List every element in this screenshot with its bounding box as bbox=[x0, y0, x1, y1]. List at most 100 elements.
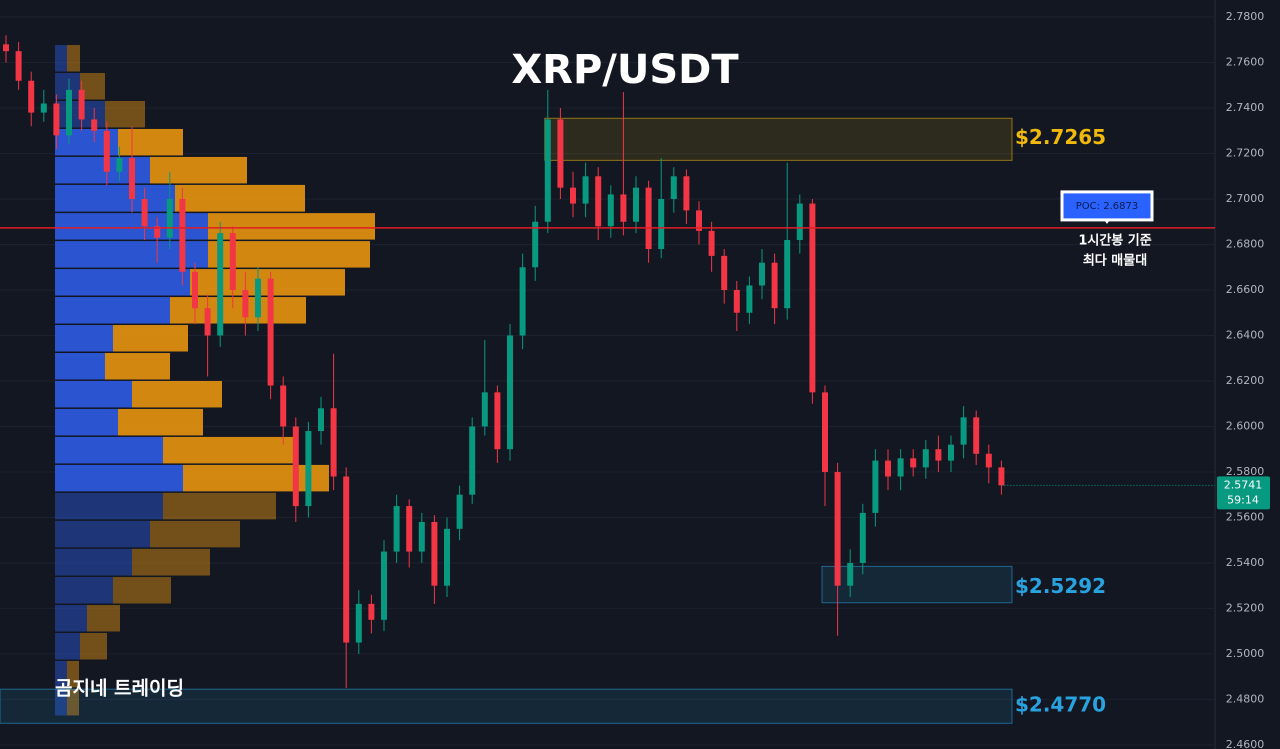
y-tick-label: 2.6600 bbox=[1226, 283, 1265, 296]
candle-body bbox=[519, 267, 526, 336]
candle-body bbox=[318, 408, 324, 432]
candle-body bbox=[721, 255, 728, 291]
poc-note: 1시간봉 기준 bbox=[1078, 232, 1151, 248]
profile-buy-bar bbox=[55, 464, 183, 492]
candle-body bbox=[897, 458, 904, 477]
profile-sell-bar bbox=[118, 128, 183, 156]
candle-body bbox=[355, 603, 362, 643]
candle-body bbox=[784, 239, 791, 309]
candle-body bbox=[822, 392, 828, 472]
profile-buy-bar bbox=[55, 269, 190, 296]
profile-sell-bar bbox=[67, 660, 79, 688]
profile-sell-bar bbox=[150, 156, 247, 184]
candle-body bbox=[154, 226, 161, 238]
y-tick-label: 2.7000 bbox=[1226, 192, 1265, 205]
profile-sell-bar bbox=[113, 325, 188, 352]
zone-box bbox=[821, 565, 1013, 604]
candle-body bbox=[381, 551, 387, 620]
y-tick-label: 2.5000 bbox=[1226, 647, 1265, 660]
candle-body bbox=[645, 187, 652, 250]
candle-body bbox=[103, 130, 110, 172]
candle-body bbox=[582, 176, 589, 204]
chart-title: XRP/USDT bbox=[511, 47, 739, 93]
profile-buy-bar bbox=[55, 380, 132, 408]
y-tick-label: 2.7600 bbox=[1226, 56, 1265, 69]
profile-buy-bar bbox=[55, 408, 118, 436]
candle-body bbox=[948, 444, 954, 461]
candle-body bbox=[633, 187, 639, 222]
candle-body bbox=[910, 458, 917, 468]
candle-body bbox=[796, 203, 803, 240]
candle-body bbox=[305, 431, 312, 507]
y-tick-label: 2.7400 bbox=[1226, 101, 1265, 114]
profile-buy-bar bbox=[55, 632, 80, 660]
candle-body bbox=[973, 417, 980, 454]
poc-note: 최다 매물대 bbox=[1083, 252, 1147, 268]
candle-body bbox=[607, 194, 614, 227]
candle-body bbox=[771, 262, 778, 309]
profile-buy-bar bbox=[55, 577, 113, 604]
candle-body bbox=[834, 471, 841, 586]
candle-body bbox=[658, 199, 665, 250]
profile-sell-bar bbox=[163, 492, 276, 520]
last-price-tag bbox=[1217, 476, 1270, 510]
candle-body bbox=[494, 392, 501, 450]
candle-body bbox=[229, 233, 236, 291]
candle-body bbox=[532, 221, 539, 268]
candle-body bbox=[217, 233, 224, 336]
candle-body bbox=[708, 230, 715, 256]
candle-body bbox=[998, 467, 1005, 486]
candle-body bbox=[670, 176, 677, 200]
profile-buy-bar bbox=[55, 45, 67, 72]
candle-body bbox=[444, 528, 450, 586]
profile-buy-bar bbox=[55, 325, 113, 352]
profile-sell-bar bbox=[183, 464, 329, 492]
profile-sell-bar bbox=[105, 100, 145, 128]
candle-body bbox=[91, 119, 98, 131]
candle-body bbox=[935, 449, 942, 461]
candle-body bbox=[570, 187, 576, 204]
profile-buy-bar bbox=[55, 660, 67, 688]
candle-body bbox=[595, 176, 602, 227]
y-tick-label: 2.5200 bbox=[1226, 601, 1265, 614]
profile-sell-bar bbox=[118, 408, 203, 436]
profile-sell-bar bbox=[190, 269, 345, 296]
y-tick-label: 2.5800 bbox=[1226, 465, 1265, 478]
candle-body bbox=[544, 119, 551, 222]
candle-body bbox=[557, 119, 564, 188]
y-tick-label: 2.7800 bbox=[1226, 10, 1265, 23]
candle-body bbox=[129, 158, 135, 200]
profile-buy-bar bbox=[55, 297, 170, 324]
y-tick-label: 2.6200 bbox=[1226, 374, 1265, 387]
candle-body bbox=[847, 562, 854, 586]
candle-body bbox=[406, 506, 413, 552]
candle-body bbox=[872, 460, 879, 513]
profile-buy-bar bbox=[55, 436, 163, 464]
zone-box bbox=[0, 688, 1013, 724]
candle-body bbox=[456, 494, 463, 529]
candle-body bbox=[40, 103, 47, 113]
profile-buy-bar bbox=[55, 184, 175, 212]
candle-body bbox=[746, 285, 753, 313]
poc-pointer bbox=[1104, 219, 1110, 224]
profile-sell-bar bbox=[163, 436, 296, 464]
watermark: 곰지네 트레이딩 bbox=[55, 678, 184, 700]
y-tick-label: 2.6800 bbox=[1226, 238, 1265, 251]
zone-label: $2.4770 bbox=[1015, 693, 1106, 717]
candle-body bbox=[696, 210, 702, 231]
candle-body bbox=[343, 476, 350, 643]
profile-sell-bar bbox=[113, 577, 171, 604]
candle-body bbox=[683, 176, 690, 211]
profile-sell-bar bbox=[87, 605, 120, 632]
zone-label: $2.7265 bbox=[1015, 125, 1106, 149]
poc-label: POC: 2.6873 bbox=[1076, 201, 1138, 212]
candle-body bbox=[418, 522, 425, 552]
candle-body bbox=[15, 51, 22, 81]
candle-body bbox=[733, 290, 740, 313]
candle-body bbox=[192, 271, 198, 309]
profile-sell-bar bbox=[67, 45, 80, 72]
y-tick-label: 2.7200 bbox=[1226, 147, 1265, 160]
profile-buy-bar bbox=[55, 492, 163, 520]
countdown-label: 59:14 bbox=[1227, 493, 1259, 506]
